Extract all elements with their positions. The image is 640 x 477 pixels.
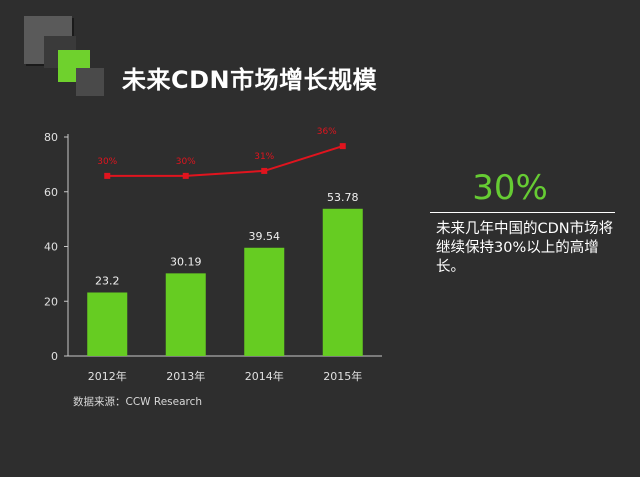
bar-value-label: 53.78: [327, 191, 359, 204]
bar: [244, 247, 285, 356]
growth-label: 30%: [97, 157, 117, 167]
growth-point: [104, 172, 111, 179]
y-tick-label: 20: [44, 295, 58, 308]
x-tick-label: 2015年: [323, 369, 362, 383]
y-tick-label: 60: [44, 186, 58, 199]
bar-value-label: 23.2: [95, 274, 120, 287]
x-tick-label: 2013年: [166, 369, 205, 383]
bar-value-label: 30.19: [170, 255, 202, 268]
y-tick-label: 80: [44, 131, 58, 144]
logo-square-small: [76, 68, 104, 96]
highlight-value: 30%: [472, 168, 548, 208]
x-tick-label: 2012年: [88, 369, 127, 383]
y-tick-label: 0: [51, 350, 58, 363]
growth-point: [339, 143, 346, 150]
data-source: 数据来源：CCW Research: [73, 396, 203, 408]
growth-point: [261, 167, 268, 174]
growth-label: 30%: [176, 157, 196, 167]
growth-label: 31%: [254, 152, 274, 162]
bar: [322, 208, 363, 356]
growth-line: [107, 145, 344, 177]
logo: [20, 14, 110, 104]
growth-label: 36%: [317, 127, 337, 137]
growth-point: [182, 172, 189, 179]
bar: [165, 273, 206, 356]
bar: [87, 292, 128, 356]
bar-value-label: 39.54: [249, 230, 281, 243]
page-title: 未来CDN市场增长规模: [122, 66, 378, 94]
description-text: 未来几年中国的CDN市场将继续保持30%以上的高增长。: [436, 221, 614, 275]
x-tick-label: 2014年: [245, 369, 284, 383]
y-tick-label: 40: [44, 241, 58, 254]
divider: [430, 212, 615, 213]
